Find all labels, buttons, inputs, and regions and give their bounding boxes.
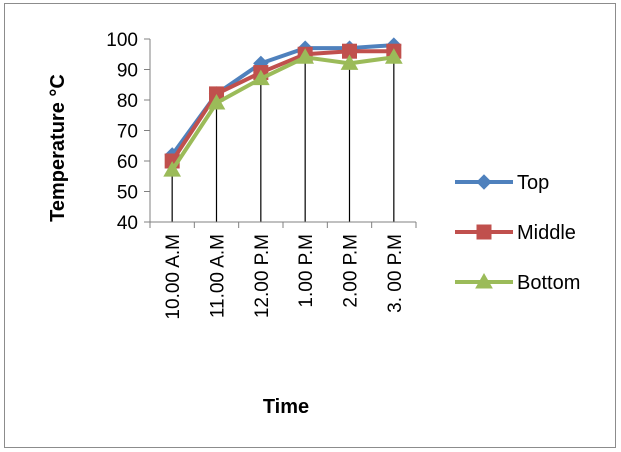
x-tick-label: 3. 00 P.M: [385, 234, 406, 313]
data-point-marker: [296, 48, 315, 64]
legend: Top Middle Bottom: [455, 172, 580, 294]
data-point-marker: [384, 48, 403, 64]
legend-marker: [476, 174, 492, 190]
y-tick-label: 80: [117, 91, 138, 112]
x-tick-label: 10.00 A.M: [163, 234, 184, 320]
y-tick-label: 100: [106, 30, 138, 51]
x-tick-label: 11.00 A.M: [208, 234, 229, 318]
legend-marker: [476, 224, 492, 240]
data-point-marker: [251, 69, 270, 86]
y-axis-ticks: 40 50 60 70 80 90 100: [106, 30, 150, 234]
series-line: [170, 55, 395, 172]
y-tick-label: 70: [117, 122, 138, 143]
legend-item-bottom: Bottom: [455, 272, 580, 294]
legend-label: Middle: [517, 222, 576, 244]
chart-frame: [4, 3, 616, 448]
series-bottom: [163, 48, 403, 177]
data-point-marker: [340, 54, 359, 70]
data-point-marker: [207, 94, 226, 110]
data-point-marker: [163, 161, 182, 177]
y-tick-label: 60: [117, 152, 138, 173]
y-axis-title: Temperature °C: [47, 74, 69, 222]
y-tick-label: 90: [117, 61, 138, 82]
series-top: [164, 37, 402, 163]
legend-item-top: Top: [455, 172, 549, 194]
x-axis-ticks: 10.00 A.M 11.00 A.M 12.00 P.M 1.00 P.M 2.00 …: [149, 222, 417, 320]
legend-label: Top: [517, 172, 549, 194]
legend-item-middle: Middle: [455, 222, 576, 244]
x-tick-label: 1.00 P.M: [296, 234, 317, 308]
y-tick-label: 40: [117, 213, 138, 234]
legend-marker: [475, 272, 493, 289]
x-axis-title: Time: [263, 396, 309, 418]
series-group: [163, 37, 403, 177]
legend-label: Bottom: [517, 272, 580, 294]
x-tick-label: 12.00 P.M: [252, 234, 273, 318]
drop-lines: [171, 45, 395, 222]
x-tick-label: 2.00 P.M: [341, 234, 362, 308]
y-tick-label: 50: [117, 183, 138, 204]
